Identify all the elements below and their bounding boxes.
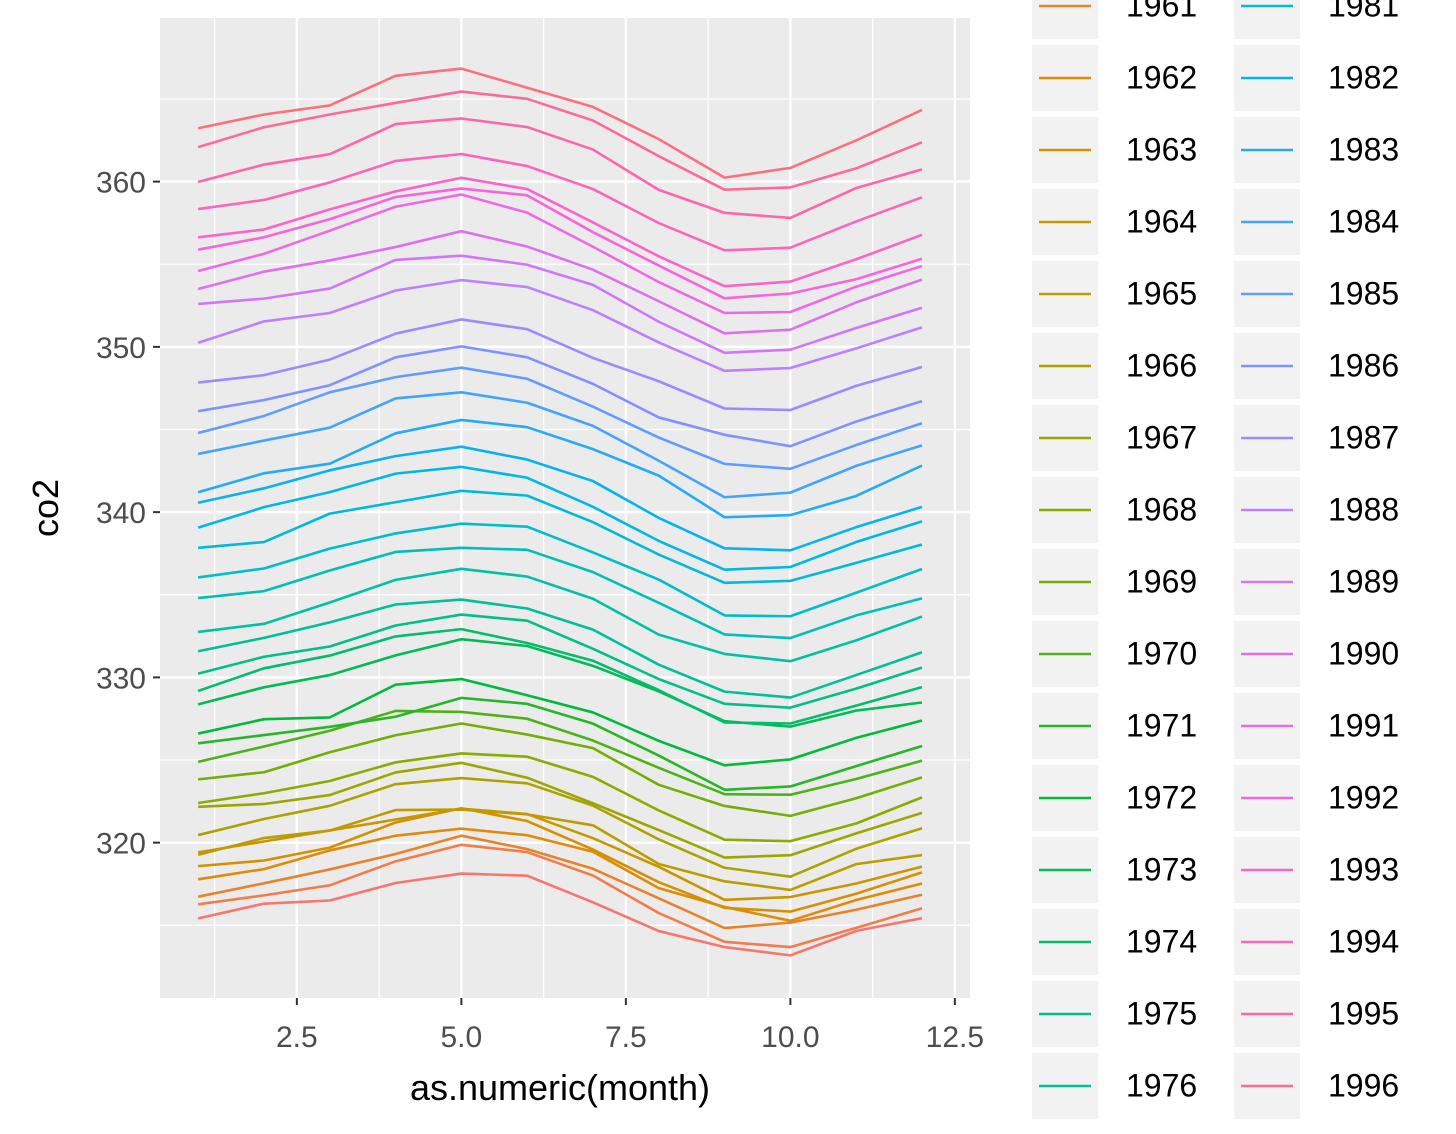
legend-label: 1996 — [1328, 1067, 1399, 1103]
legend-label: 1995 — [1328, 995, 1399, 1031]
series-line — [197, 696, 923, 792]
legend-label: 1981 — [1328, 0, 1399, 23]
legend-label: 1966 — [1126, 347, 1197, 383]
series-line — [197, 345, 923, 448]
y-tick-label: 350 — [96, 332, 146, 365]
series-line — [197, 613, 923, 709]
series-line — [197, 677, 923, 767]
series-line — [197, 627, 923, 725]
series-line — [197, 229, 923, 335]
series-line — [197, 418, 923, 519]
legend-label: 1992 — [1328, 779, 1399, 815]
x-tick-label: 7.5 — [605, 1021, 647, 1054]
legend-label: 1973 — [1126, 851, 1197, 887]
x-tick-label: 5.0 — [441, 1021, 483, 1054]
axes: 2.5 5.0 7.5 10.0 12.5 320 330 340 350 360 — [96, 167, 984, 1054]
legend-label: 1970 — [1126, 635, 1197, 671]
series-line — [197, 152, 923, 252]
legend-label: 1963 — [1126, 131, 1197, 167]
legend-label: 1994 — [1328, 923, 1399, 959]
series-line — [197, 808, 923, 892]
legend-label: 1975 — [1126, 995, 1197, 1031]
series-line — [197, 391, 923, 499]
series-line — [197, 776, 923, 878]
y-axis-title: co2 — [25, 479, 66, 537]
x-tick-label: 10.0 — [761, 1021, 819, 1054]
series-line — [197, 445, 923, 552]
legend-label: 1972 — [1126, 779, 1197, 815]
lines — [197, 67, 923, 957]
legend-label: 1965 — [1126, 275, 1197, 311]
series-line — [198, 318, 923, 412]
series-line — [197, 278, 923, 373]
legend-label: 1991 — [1328, 707, 1399, 743]
series-line — [198, 176, 923, 288]
series-line — [197, 834, 923, 930]
y-tick-label: 320 — [96, 828, 146, 861]
legend-label: 1983 — [1328, 131, 1399, 167]
series-line — [197, 366, 923, 471]
y-tick-label: 360 — [96, 167, 146, 200]
series-line — [198, 489, 923, 585]
series-line — [197, 827, 923, 923]
series-line — [197, 637, 923, 728]
legend-label: 1989 — [1328, 563, 1399, 599]
legend-label: 1990 — [1328, 635, 1399, 671]
series-line — [198, 254, 923, 355]
series-line — [197, 193, 923, 315]
series-line — [197, 117, 923, 220]
y-tick-label: 330 — [96, 662, 146, 695]
legend-label: 1962 — [1126, 59, 1197, 95]
series-line — [198, 567, 923, 663]
legend-label: 1974 — [1126, 923, 1197, 959]
series-line — [198, 806, 923, 913]
legend-label: 1982 — [1328, 59, 1399, 95]
legend-label: 1993 — [1328, 851, 1399, 887]
legend-label: 1988 — [1328, 491, 1399, 527]
legend: 1961 1962 1963 1964 1965 1966 1967 1968 1969 1970… — [1032, 0, 1399, 1119]
x-tick-label: 12.5 — [926, 1021, 984, 1054]
legend-label: 1987 — [1328, 419, 1399, 455]
legend-label: 1968 — [1126, 491, 1197, 527]
legend-label: 1961 — [1126, 0, 1197, 23]
series-line — [198, 722, 923, 818]
series-line — [198, 761, 923, 859]
legend-label: 1985 — [1328, 275, 1399, 311]
legend-label: 1967 — [1126, 419, 1197, 455]
series-line — [197, 872, 923, 957]
legend-label: 1976 — [1126, 1067, 1197, 1103]
legend-label: 1969 — [1126, 563, 1197, 599]
legend-label: 1984 — [1328, 203, 1399, 239]
series-line — [197, 67, 923, 179]
series-line — [197, 598, 923, 699]
series-line — [197, 187, 923, 300]
y-tick-label: 340 — [96, 497, 146, 530]
legend-label: 1964 — [1126, 203, 1197, 239]
series-line — [197, 709, 923, 797]
series-line — [197, 522, 923, 618]
x-tick-label: 2.5 — [276, 1021, 318, 1054]
series-line — [197, 90, 923, 192]
series-line — [197, 752, 923, 843]
x-axis-title: as.numeric(month) — [410, 1067, 710, 1108]
series-line — [197, 465, 923, 571]
legend-label: 1986 — [1328, 347, 1399, 383]
series-line — [197, 843, 923, 949]
legend-label: 1971 — [1126, 707, 1197, 743]
series-line — [198, 546, 923, 640]
